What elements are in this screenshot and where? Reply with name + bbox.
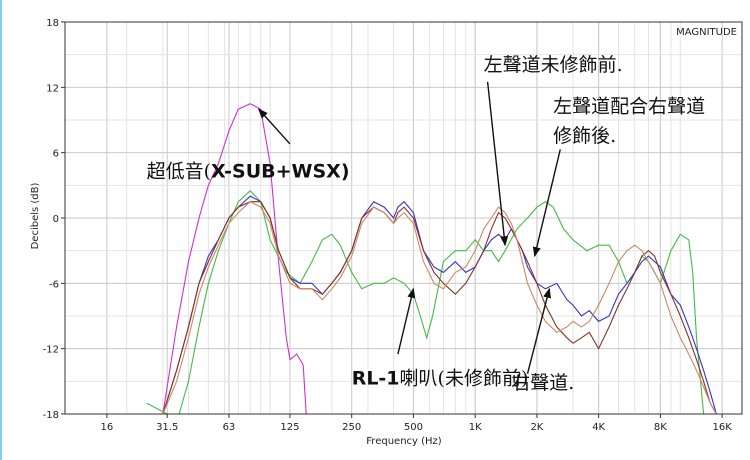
annotation-label-1: 左聲道未修飾前.	[484, 54, 623, 76]
annotation-label-3: 修飾後.	[553, 125, 616, 147]
x-tick-label: 16K	[712, 422, 732, 433]
annotation-arrow-5	[397, 287, 416, 355]
series-line-4	[162, 201, 717, 414]
annotation-arrow-4	[258, 108, 291, 145]
x-axis-ticks: 16 31.5 63 125 250 500 1K 2K 4K 8K 16K	[100, 414, 732, 433]
y-tick-label: -12	[43, 345, 59, 356]
y-tick-label: 0	[53, 214, 59, 225]
series-layer	[146, 103, 717, 414]
y-axis-title: Decibels (dB)	[30, 183, 41, 250]
annotation-arrow-1	[486, 81, 509, 247]
x-tick-label: 2K	[530, 422, 543, 433]
grid-lines	[65, 22, 742, 414]
x-axis-title: Frequency (Hz)	[366, 436, 442, 447]
x-tick-label: 63	[223, 422, 236, 433]
series-line-1	[162, 103, 307, 414]
x-tick-label: 125	[280, 422, 299, 433]
x-tick-label: 4K	[592, 422, 605, 433]
magnitude-corner-label: MAGNITUDE	[676, 27, 737, 38]
x-tick-label: 8K	[654, 422, 667, 433]
x-tick-label: 1K	[469, 422, 482, 433]
annotation-label-5: RL-1喇叭(未修飾前)	[352, 368, 529, 390]
x-tick-label: 31.5	[156, 422, 178, 433]
y-tick-label: 6	[53, 149, 59, 160]
annotation-label-2: 左聲道配合右聲道	[553, 95, 705, 117]
series-line-5	[162, 201, 717, 414]
y-tick-label: -6	[49, 279, 59, 290]
annotation-arrow-6	[526, 287, 551, 374]
annotation-arrow-3	[532, 149, 561, 258]
annotation-label-4: 超低音(X-SUB+WSX)	[147, 161, 350, 183]
y-tick-label: 12	[46, 83, 59, 94]
page-left-rule	[0, 0, 2, 460]
x-tick-label: 250	[342, 422, 361, 433]
y-axis-ticks: 18 12 6 0 -6 -12 -18	[43, 18, 65, 421]
y-tick-label: -18	[43, 410, 59, 421]
y-tick-label: 18	[46, 18, 59, 29]
annotation-label-6: 右聲道.	[511, 372, 574, 394]
x-tick-label: 16	[100, 422, 113, 433]
x-tick-label: 500	[404, 422, 423, 433]
